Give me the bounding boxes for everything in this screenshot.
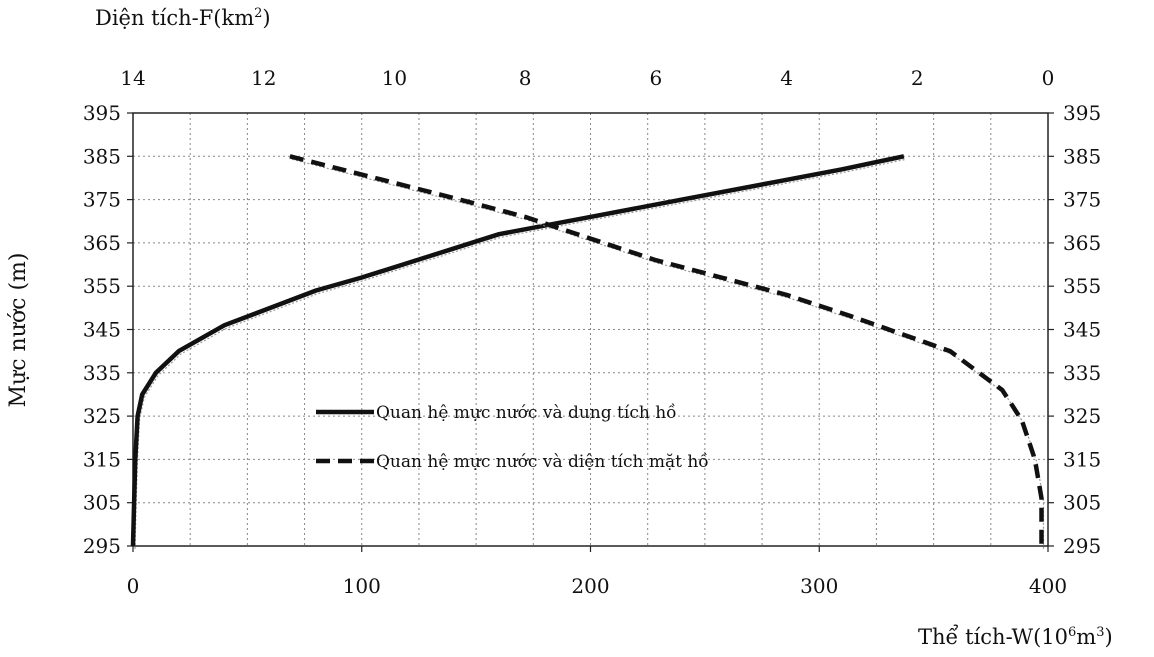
y-tick-label-right: 355	[1063, 274, 1101, 298]
y-tick-label-right: 365	[1063, 231, 1101, 255]
x-tick-label-bottom: 100	[343, 574, 381, 598]
grid-lines	[132, 112, 1049, 547]
y-tick-label-left: 365	[83, 231, 121, 255]
y-tick-label-right: 385	[1063, 144, 1101, 168]
series-line-area	[289, 154, 1044, 546]
x-tick-label-top: 14	[120, 66, 145, 90]
x-tick-label-bottom: 0	[127, 574, 140, 598]
x-tick-label-top: 12	[251, 66, 276, 90]
y-tick-label-right: 395	[1063, 101, 1101, 125]
legend-item-area-label: Quan hệ mực nước và diện tích mặt hồ	[376, 452, 709, 472]
y-tick-label-left: 335	[83, 361, 121, 385]
x-tick-label-bottom: 200	[571, 574, 609, 598]
x-tick-label-top: 8	[519, 66, 532, 90]
x-tick-label-bottom: 300	[800, 574, 838, 598]
y-ticks-left: 295 305 315 325 335 345 355 365 375 385 395	[83, 101, 133, 558]
y-tick-label-left: 385	[83, 144, 121, 168]
y-tick-label-left: 295	[83, 534, 121, 558]
x-tick-label-top: 0	[1042, 66, 1055, 90]
x-tick-label-bottom: 400	[1029, 574, 1067, 598]
x-tick-label-top: 4	[780, 66, 793, 90]
y-tick-label-right: 325	[1063, 404, 1101, 428]
x-tick-label-top: 10	[382, 66, 407, 90]
y-tick-label-left: 325	[83, 404, 121, 428]
y-ticks-right: 295 305 315 325 335 345 355 365 375 385 395	[1048, 101, 1101, 558]
y-tick-label-left: 345	[83, 318, 121, 342]
y-tick-label-right: 375	[1063, 188, 1101, 212]
series-shadow-line	[134, 158, 907, 550]
y-tick-label-right: 295	[1063, 534, 1101, 558]
x-tick-label-top: 6	[649, 66, 662, 90]
legend-item-volume-label: Quan hệ mực nước và dung tích hồ	[376, 403, 677, 423]
x-tick-label-top: 2	[911, 66, 924, 90]
top-axis-label: Diện tích-F(km2)	[95, 6, 271, 30]
y-tick-label-right: 315	[1063, 447, 1101, 471]
y-tick-label-left: 305	[83, 491, 121, 515]
y-tick-label-right: 305	[1063, 491, 1101, 515]
x-ticks-top: 14 12 10 8 6 4 2 0	[120, 66, 1054, 90]
x-ticks-bottom: 0 100 200 300 400	[127, 546, 1067, 598]
y-tick-label-left: 395	[83, 101, 121, 125]
series-lines	[130, 154, 1045, 550]
series-shadow-line	[291, 158, 1045, 549]
y-axis-label: Mực nước (m)	[6, 252, 31, 408]
series-line-volume	[130, 154, 905, 547]
y-tick-label-left: 315	[83, 447, 121, 471]
y-tick-label-right: 345	[1063, 318, 1101, 342]
y-tick-label-left: 375	[83, 188, 121, 212]
legend: Quan hệ mực nước và dung tích hồ Quan hệ …	[316, 403, 709, 472]
y-tick-label-left: 355	[83, 274, 121, 298]
bottom-axis-label: Thể tích-W(106m3)	[918, 625, 1113, 649]
y-tick-label-right: 335	[1063, 361, 1101, 385]
